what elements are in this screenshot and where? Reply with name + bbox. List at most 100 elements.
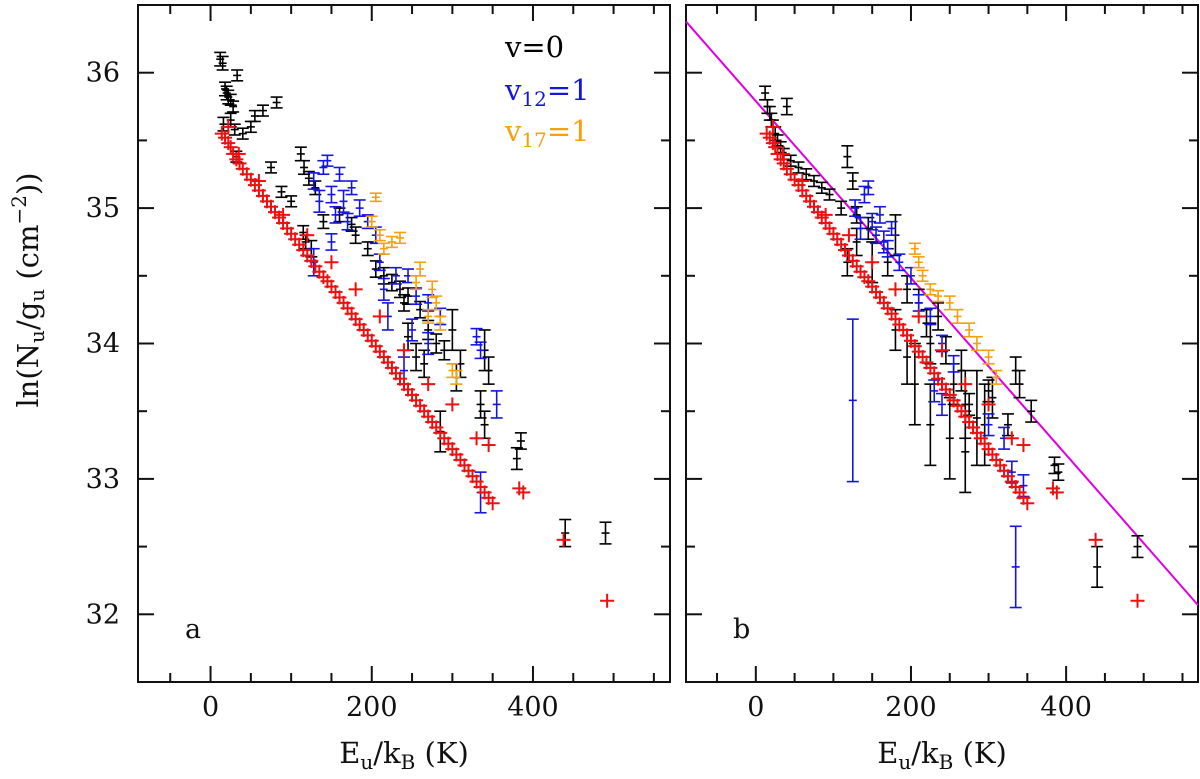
model-point xyxy=(1004,431,1019,446)
data-point xyxy=(307,172,320,190)
data-point xyxy=(932,302,945,331)
panel-b: 0 200 400 b Eu/kB (K) xyxy=(685,4,1199,774)
y-tick-label: 36 xyxy=(86,58,120,89)
model-point xyxy=(397,343,411,358)
model-point xyxy=(795,174,810,189)
data-point xyxy=(982,413,995,437)
model-point xyxy=(600,593,615,608)
fit-line xyxy=(685,20,1199,606)
data-point xyxy=(885,220,898,236)
data-point xyxy=(780,97,793,116)
model-point xyxy=(981,397,996,412)
y-axis-title: ln(Nu/gu (cm−2)) xyxy=(7,172,49,407)
data-point xyxy=(510,446,523,471)
model-point xyxy=(276,207,291,222)
model-point xyxy=(765,119,780,134)
model-point xyxy=(768,140,783,155)
data-point xyxy=(893,253,906,272)
data-point xyxy=(414,261,427,277)
model-point xyxy=(481,438,496,453)
data-point xyxy=(361,241,374,257)
legend-v0: v=0 xyxy=(504,30,564,64)
model-point xyxy=(818,207,833,222)
data-point xyxy=(275,185,288,199)
y-tick-label: 33 xyxy=(86,464,120,495)
data-point xyxy=(792,161,805,174)
data-point xyxy=(294,146,307,162)
data-point xyxy=(317,214,330,230)
data-point xyxy=(377,277,390,301)
data-point xyxy=(248,109,261,123)
model-point xyxy=(865,255,880,270)
model-point xyxy=(888,282,903,297)
data-point xyxy=(990,369,1003,385)
model-point xyxy=(469,431,484,446)
model-point xyxy=(324,255,339,270)
panel-a-marks xyxy=(214,51,615,608)
data-point xyxy=(599,521,612,545)
data-point xyxy=(224,93,237,106)
data-point xyxy=(932,289,945,303)
data-point xyxy=(369,192,382,203)
data-point xyxy=(924,307,937,326)
data-point xyxy=(1013,369,1026,399)
data-point xyxy=(951,308,964,324)
panel-b-marks xyxy=(685,20,1199,609)
model-point xyxy=(1016,438,1031,453)
data-point xyxy=(377,242,390,255)
data-point xyxy=(430,333,443,354)
data-point xyxy=(369,260,382,278)
data-point xyxy=(908,242,921,255)
model-point xyxy=(516,485,531,500)
model-point xyxy=(221,119,236,134)
model-point xyxy=(300,228,315,243)
data-point xyxy=(982,349,995,365)
data-point xyxy=(231,69,244,82)
y-tick-label: 34 xyxy=(86,329,120,360)
data-point xyxy=(808,174,820,188)
panel-a-x-axis-title: Eu/kB (K) xyxy=(339,736,469,774)
data-point xyxy=(1025,399,1038,423)
data-point xyxy=(841,247,854,277)
data-point xyxy=(881,239,894,258)
data-point xyxy=(365,215,378,228)
model-point xyxy=(421,377,436,392)
x-tick-label: 400 xyxy=(507,692,559,723)
data-point xyxy=(341,212,354,231)
data-point xyxy=(373,228,386,242)
data-point xyxy=(849,199,862,218)
data-point xyxy=(490,390,503,419)
model-point xyxy=(1130,593,1145,608)
model-point xyxy=(958,377,973,392)
data-point xyxy=(402,268,415,284)
data-point xyxy=(947,354,960,373)
data-point xyxy=(450,369,463,385)
data-point xyxy=(321,154,334,167)
data-point xyxy=(841,145,854,169)
x-tick-label: 400 xyxy=(1040,692,1092,723)
legend-v12: v12=1 xyxy=(504,73,590,111)
data-point xyxy=(434,315,447,331)
model-point xyxy=(1049,485,1064,500)
data-point xyxy=(912,293,925,312)
data-point xyxy=(393,231,406,245)
model-point xyxy=(485,496,500,511)
model-point xyxy=(251,174,266,189)
data-point xyxy=(410,342,423,372)
model-point xyxy=(231,146,246,161)
data-point xyxy=(228,123,241,136)
data-point xyxy=(349,226,362,245)
data-point xyxy=(446,308,459,352)
data-point xyxy=(265,161,277,174)
data-point xyxy=(912,256,925,269)
data-point xyxy=(835,200,848,216)
data-point xyxy=(389,266,402,285)
legend-v17: v17=1 xyxy=(504,114,590,152)
data-point xyxy=(337,189,350,213)
data-point xyxy=(1009,525,1022,609)
data-point xyxy=(244,120,257,134)
data-point xyxy=(410,274,423,291)
data-point xyxy=(406,318,419,342)
data-point xyxy=(299,234,312,250)
model-point xyxy=(348,282,363,297)
